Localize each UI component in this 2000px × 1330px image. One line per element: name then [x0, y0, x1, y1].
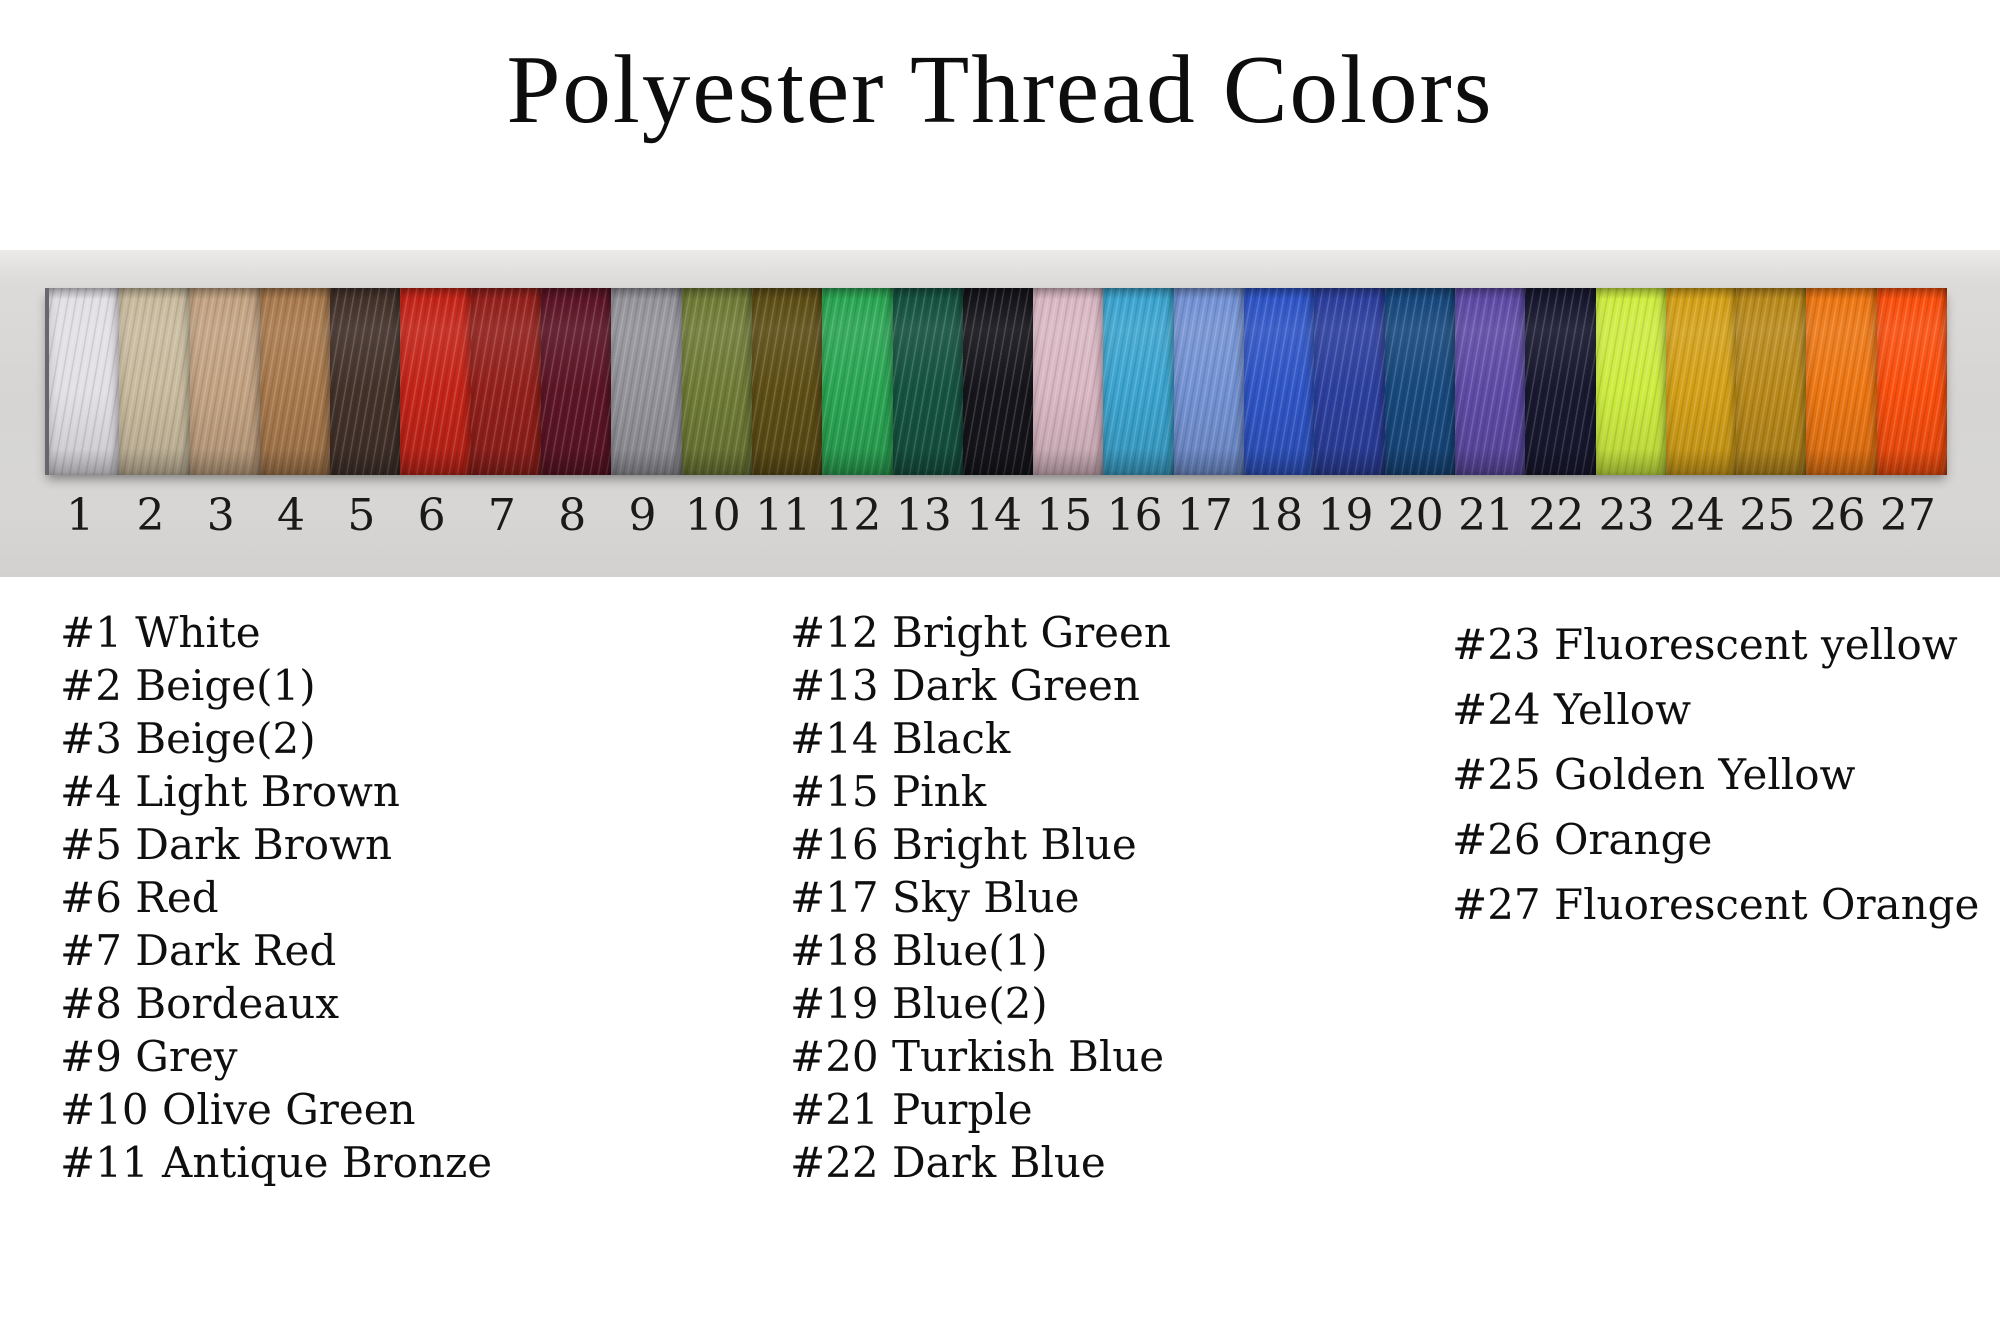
legend-column-1: #1 White #2 Beige(1) #3 Beige(2) #4 Light B… [60, 612, 720, 1195]
thread-swatch-strip [45, 288, 1948, 475]
legend-item-27: #27 Fluorescent Orange [1452, 880, 1980, 929]
thread-swatch-12 [822, 288, 893, 475]
thread-card-photo: 1 2 3 4 5 6 7 8 9 10 11 12 13 14 15 16 17 18 19 20 21 22 23 24 2… [0, 250, 2000, 577]
swatch-number-27: 27 [1879, 489, 1936, 541]
thread-swatch-22 [1525, 288, 1596, 475]
legend-item-25: #25 Golden Yellow [1452, 750, 1856, 799]
legend-item-15: #15 Pink [790, 767, 987, 816]
swatch-number-7: 7 [487, 489, 516, 541]
legend-item-4: #4 Light Brown [60, 767, 400, 816]
legend-item-17: #17 Sky Blue [790, 873, 1080, 922]
thread-swatch-19 [1314, 288, 1385, 475]
thread-swatch-11 [751, 288, 823, 475]
swatch-number-16: 16 [1106, 489, 1163, 541]
legend-item-12: #12 Bright Green [790, 608, 1171, 657]
thread-swatch-16 [1103, 288, 1174, 475]
swatch-number-15: 15 [1036, 489, 1093, 541]
swatch-number-24: 24 [1668, 489, 1725, 541]
legend-item-9: #9 Grey [60, 1032, 238, 1081]
legend-item-8: #8 Bordeaux [60, 979, 340, 1028]
legend-item-11: #11 Antique Bronze [60, 1138, 493, 1187]
thread-swatch-8 [541, 288, 612, 475]
legend-item-3: #3 Beige(2) [60, 714, 316, 763]
swatch-number-12: 12 [825, 489, 882, 541]
swatch-number-8: 8 [558, 489, 587, 541]
swatch-number-1: 1 [66, 489, 95, 541]
thread-swatch-13 [892, 288, 963, 475]
thread-swatch-20 [1384, 288, 1455, 475]
legend-item-24: #24 Yellow [1452, 685, 1692, 734]
swatch-number-17: 17 [1176, 489, 1233, 541]
swatch-number-6: 6 [417, 489, 446, 541]
thread-swatch-27 [1876, 288, 1948, 475]
swatch-number-5: 5 [347, 489, 376, 541]
swatch-number-20: 20 [1387, 489, 1444, 541]
swatch-number-13: 13 [895, 489, 952, 541]
legend-item-21: #21 Purple [790, 1085, 1033, 1134]
swatch-number-9: 9 [628, 489, 657, 541]
thread-swatch-3 [189, 288, 260, 475]
legend-item-23: #23 Fluorescent yellow [1452, 620, 1958, 669]
swatch-number-19: 19 [1317, 489, 1374, 541]
thread-swatch-26 [1806, 288, 1877, 475]
legend-item-20: #20 Turkish Blue [790, 1032, 1165, 1081]
swatch-number-3: 3 [206, 489, 235, 541]
swatch-number-14: 14 [966, 489, 1022, 541]
thread-swatch-15 [1033, 288, 1104, 475]
swatch-number-row: 1 2 3 4 5 6 7 8 9 10 11 12 13 14 15 16 17 18 19 20 21 22 23 24 2… [45, 488, 1943, 542]
swatch-number-11: 11 [755, 489, 812, 541]
thread-swatch-9 [611, 288, 682, 475]
thread-swatch-18 [1244, 288, 1315, 475]
legend-column-3: #23 Fluorescent yellow #24 Yellow #25 Gold… [1452, 624, 1992, 949]
legend-item-19: #19 Blue(2) [790, 979, 1048, 1028]
swatch-number-2: 2 [136, 489, 165, 541]
legend-item-18: #18 Blue(1) [790, 926, 1048, 975]
swatch-number-26: 26 [1809, 489, 1866, 541]
swatch-number-21: 21 [1458, 489, 1515, 541]
legend-item-22: #22 Dark Blue [790, 1138, 1106, 1187]
swatch-number-23: 23 [1598, 489, 1655, 541]
legend-item-10: #10 Olive Green [60, 1085, 416, 1134]
thread-swatch-7 [470, 288, 542, 475]
thread-swatch-4 [259, 288, 331, 475]
thread-swatch-5 [330, 288, 401, 475]
legend-item-6: #6 Red [60, 873, 219, 922]
thread-swatch-17 [1173, 288, 1245, 475]
thread-swatch-2 [119, 288, 190, 475]
legend-item-7: #7 Dark Red [60, 926, 337, 975]
swatch-number-4: 4 [277, 489, 306, 541]
legend-item-2: #2 Beige(1) [60, 661, 316, 710]
legend-item-13: #13 Dark Green [790, 661, 1140, 710]
thread-swatch-10 [681, 288, 752, 475]
legend-item-1: #1 White [60, 608, 261, 657]
thread-swatch-24 [1665, 288, 1737, 475]
swatch-number-22: 22 [1528, 489, 1585, 541]
legend-item-26: #26 Orange [1452, 815, 1713, 864]
thread-swatch-25 [1736, 288, 1807, 475]
legend-item-5: #5 Dark Brown [60, 820, 393, 869]
page-title: Polyester Thread Colors [506, 36, 1494, 143]
thread-swatch-14 [962, 288, 1034, 475]
legend-column-2: #12 Bright Green #13 Dark Green #14 Black #… [790, 612, 1430, 1195]
swatch-number-18: 18 [1247, 489, 1304, 541]
swatch-number-10: 10 [684, 489, 741, 541]
thread-swatch-21 [1454, 288, 1526, 475]
thread-swatch-1 [49, 288, 120, 475]
swatch-number-25: 25 [1739, 489, 1796, 541]
thread-swatch-23 [1595, 288, 1666, 475]
legend-item-16: #16 Bright Blue [790, 820, 1137, 869]
thread-swatch-6 [400, 288, 471, 475]
legend-item-14: #14 Black [790, 714, 1011, 763]
